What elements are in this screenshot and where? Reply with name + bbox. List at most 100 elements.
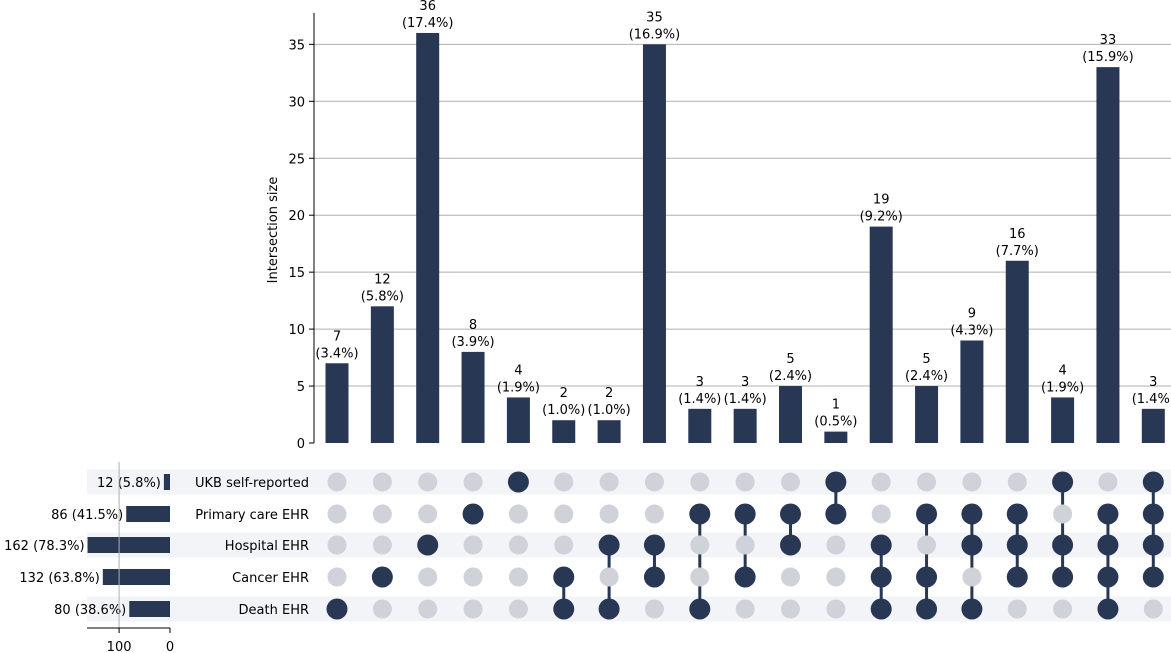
intersection-bar [642, 44, 666, 443]
set-size-label: 12 (5.8%) [97, 476, 161, 491]
membership-dot-active [1052, 566, 1074, 588]
membership-dot-inactive [508, 504, 528, 524]
membership-dot-inactive [418, 472, 438, 492]
membership-dot-active [734, 503, 756, 525]
membership-dot-active [780, 503, 801, 525]
membership-dot-inactive [917, 535, 937, 555]
membership-dot-inactive [418, 504, 438, 524]
membership-dot-active [598, 598, 620, 620]
membership-dot-inactive [871, 472, 891, 492]
membership-dot-inactive [644, 472, 664, 492]
bar-percent-label: (1.4%) [1132, 392, 1171, 407]
membership-dot-active [462, 503, 484, 525]
intersection-bar [370, 306, 394, 443]
membership-dot-active [961, 503, 983, 525]
bar-percent-label: (4.3%) [950, 323, 993, 338]
membership-dot-active [825, 503, 847, 525]
bar-percent-label: (1.0%) [542, 403, 585, 418]
membership-dot-inactive [327, 535, 347, 555]
membership-dot-inactive [463, 599, 483, 619]
y-tick-label: 25 [288, 152, 305, 167]
membership-dot-active [1006, 566, 1028, 588]
bar-count-label: 2 [605, 386, 613, 401]
intersection-bar [506, 397, 530, 443]
membership-dot-inactive [826, 535, 846, 555]
row-shade-0 [87, 469, 1171, 495]
intersection-bar [461, 351, 485, 443]
bar-percent-label: (7.7%) [996, 244, 1039, 259]
membership-dot-inactive [599, 472, 619, 492]
membership-dot-active [371, 566, 393, 588]
membership-dot-active [870, 534, 892, 556]
bar-percent-label: (17.4%) [402, 16, 453, 31]
membership-dot-active [1097, 566, 1119, 588]
bar-labels: 7(3.4%)12(5.8%)36(17.4%)8(3.9%)4(1.9%) 2(… [315, 0, 1171, 430]
membership-matrix [326, 471, 1164, 620]
membership-dot-inactive [372, 472, 392, 492]
membership-dot-inactive [735, 599, 755, 619]
set-size-label: 86 (41.5%) [51, 508, 123, 523]
set-size-label: 132 (63.8%) [19, 571, 99, 586]
bar-percent-label: (1.9%) [497, 380, 540, 395]
bar-percent-label: (0.5%) [814, 415, 857, 430]
membership-dot-active [870, 566, 892, 588]
bar-percent-label: (1.4%) [678, 392, 721, 407]
membership-dot-active [689, 503, 711, 525]
membership-dot-inactive [1053, 599, 1073, 619]
membership-dot-inactive [644, 504, 664, 524]
set-size-bar [129, 601, 170, 617]
bar-percent-label: (3.4%) [315, 346, 358, 361]
membership-dot-active [1097, 503, 1119, 525]
y-tick-label: 15 [288, 266, 305, 281]
bar-count-label: 5 [922, 352, 930, 367]
bar-count-label: 16 [1009, 227, 1026, 242]
membership-dot-inactive [826, 599, 846, 619]
y-tick-label: 0 [297, 437, 305, 452]
membership-dot-inactive [1007, 599, 1027, 619]
membership-dot-inactive [781, 567, 800, 587]
membership-dot-inactive [962, 472, 982, 492]
membership-dot-active [1006, 503, 1028, 525]
bar-count-label: 9 [968, 306, 976, 321]
membership-dot-inactive [1143, 599, 1163, 619]
membership-dot-inactive [508, 535, 528, 555]
bar-count-label: 36 [419, 0, 436, 14]
membership-dot-active [689, 598, 711, 620]
set-size-x-tick-label: 100 [107, 640, 132, 653]
membership-dot-inactive [418, 599, 438, 619]
intersection-bar [733, 408, 757, 443]
membership-dot-inactive [690, 567, 710, 587]
bar-count-label: 7 [333, 329, 341, 344]
set-names: UKB self-reported Primary care EHR Hospita… [195, 476, 309, 618]
membership-dot-active [643, 534, 665, 556]
bar-percent-label: (1.0%) [588, 403, 631, 418]
y-tick-label: 20 [288, 209, 305, 224]
membership-dot-inactive [463, 535, 483, 555]
set-size-bar [102, 569, 170, 585]
membership-dot-inactive [418, 567, 438, 587]
membership-dot-inactive [917, 472, 937, 492]
set-size-x-tick-label: 0 [166, 640, 174, 653]
membership-dot-inactive [735, 535, 755, 555]
membership-dot-inactive [690, 535, 710, 555]
row-shade-4 [87, 596, 1171, 622]
bar-percent-label: (1.9%) [1041, 380, 1084, 395]
membership-dot-active [598, 534, 620, 556]
intersection-bar [1096, 67, 1120, 443]
y-tick-label: 35 [288, 38, 305, 53]
membership-dot-inactive [508, 599, 528, 619]
y-axis-label: Intersection size [266, 177, 281, 284]
bar-count-label: 33 [1100, 33, 1117, 48]
membership-dot-active [1142, 566, 1164, 588]
bar-count-label: 3 [741, 375, 749, 390]
set-size-chart: 12 (5.8%) 86 (41.5%) 162 (78.3%) 132 (63.8%… [4, 462, 174, 653]
bar-count-label: 3 [1149, 375, 1157, 390]
set-size-bar [126, 506, 170, 522]
membership-dot-active [825, 471, 847, 493]
set-name-label: Primary care EHR [195, 508, 309, 523]
membership-dot-active [870, 598, 892, 620]
membership-dot-active [1142, 471, 1164, 493]
membership-dot-active [916, 566, 938, 588]
membership-dot-active [1142, 534, 1164, 556]
